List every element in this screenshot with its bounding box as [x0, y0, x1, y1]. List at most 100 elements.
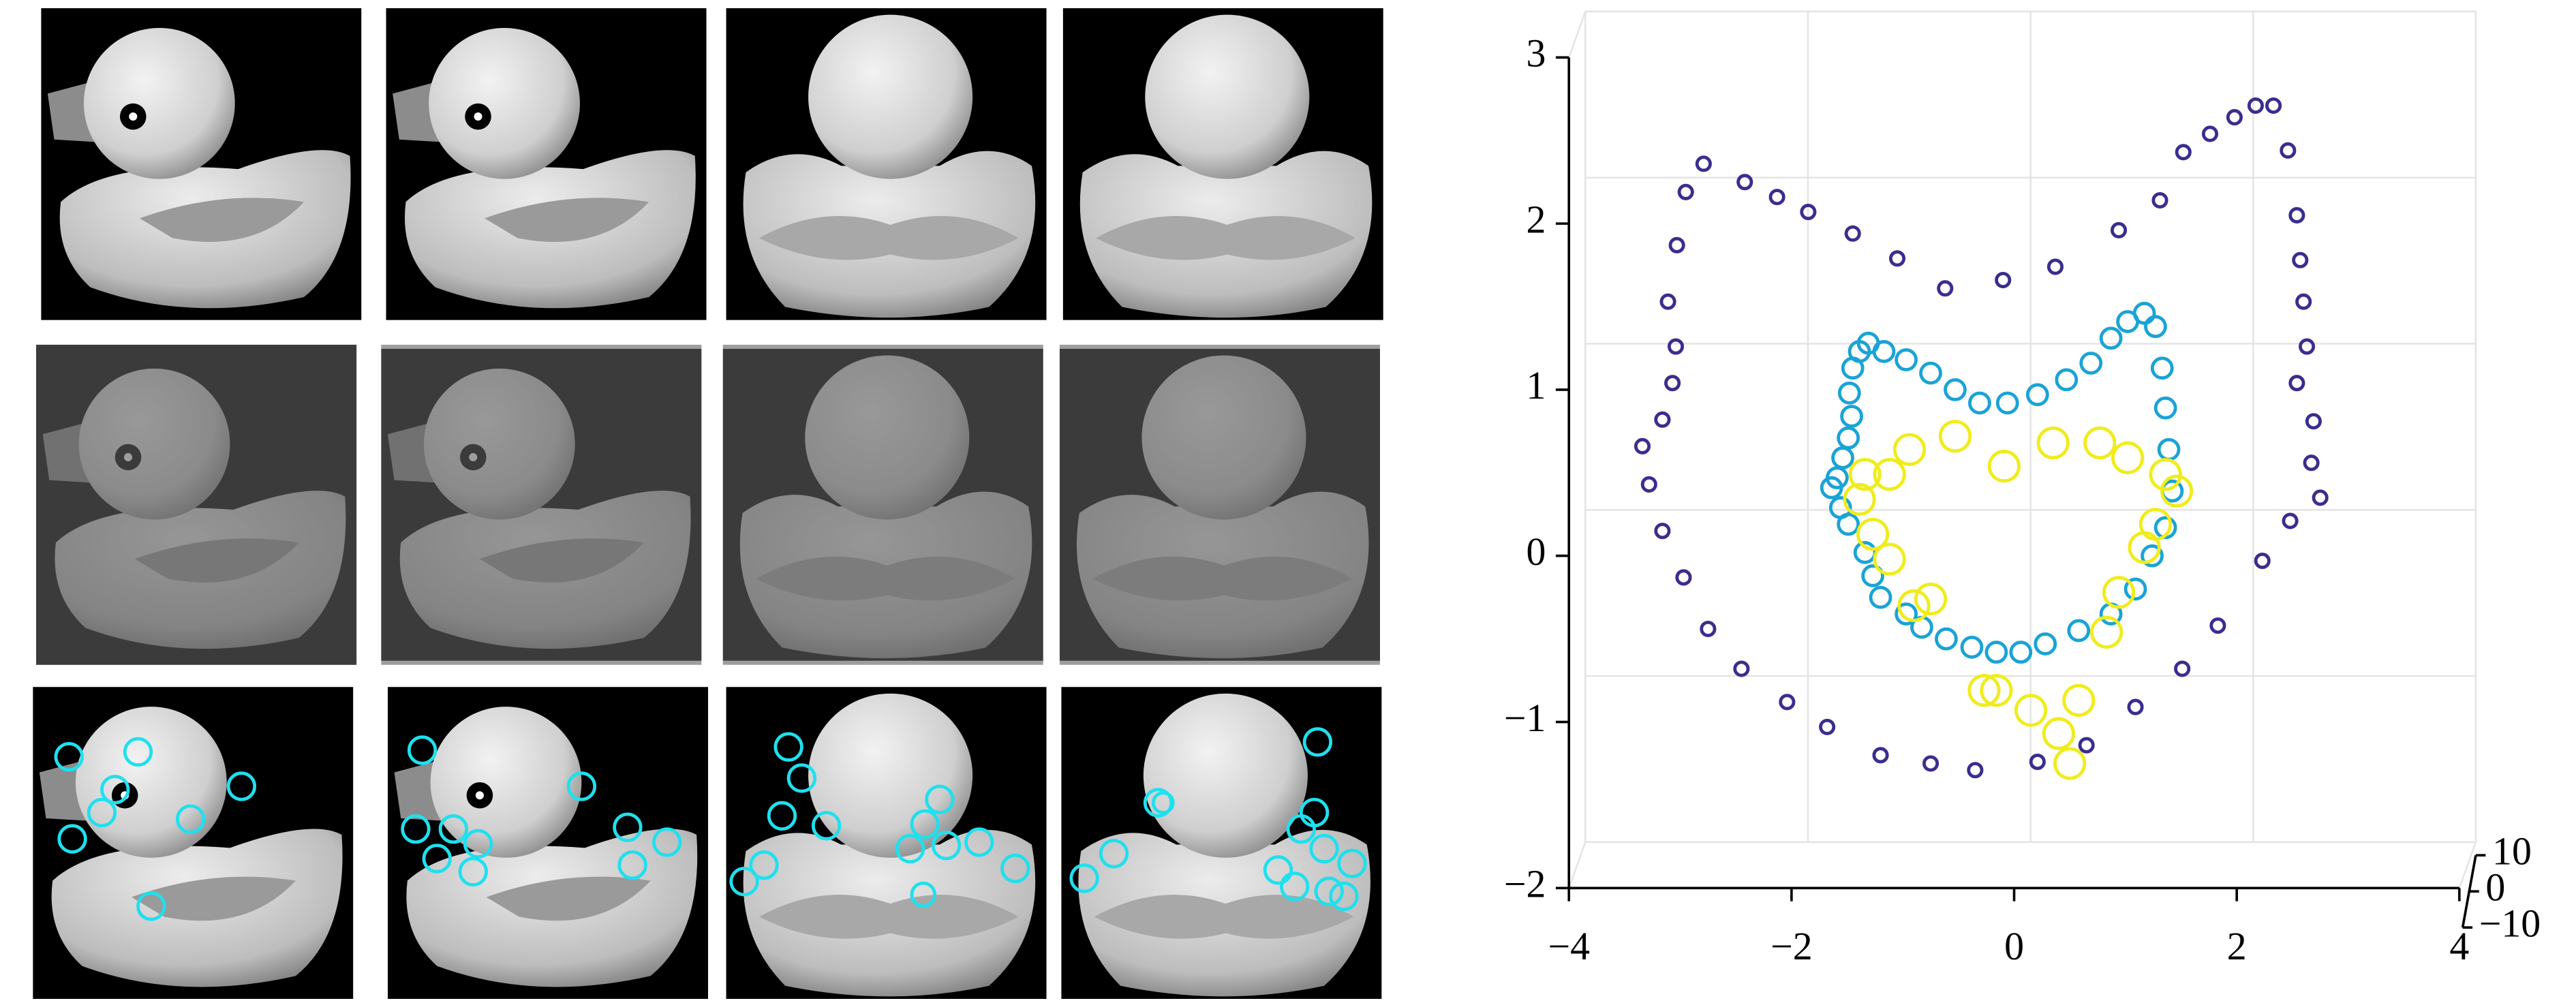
duck-image	[386, 8, 707, 320]
point	[2046, 258, 2064, 275]
point	[1922, 755, 1939, 772]
point	[1779, 694, 1796, 711]
duck-image	[726, 687, 1047, 999]
shade	[1059, 344, 1380, 665]
point	[2144, 315, 2167, 339]
point	[1844, 225, 1861, 242]
point	[1919, 361, 1942, 385]
point	[1837, 381, 1861, 405]
point	[1987, 449, 2021, 483]
point	[1677, 183, 1694, 200]
duck-image	[33, 687, 354, 999]
point	[2209, 617, 2226, 634]
point	[2149, 458, 2182, 491]
y-tick-label: 0	[1527, 529, 1546, 574]
shade	[722, 344, 1043, 665]
point	[2295, 293, 2312, 310]
point	[2062, 683, 2096, 717]
point	[1938, 420, 1972, 453]
point	[2151, 191, 2168, 209]
point	[1640, 476, 1657, 493]
z-tick-label: −10	[2479, 901, 2541, 945]
x-tick-label: 2	[2227, 924, 2247, 968]
point	[1668, 236, 1685, 253]
z-tick-label: 10	[2492, 829, 2532, 873]
point	[1995, 271, 2012, 289]
point	[1897, 589, 1931, 622]
box-edge	[1568, 11, 1586, 58]
duck-image	[387, 687, 709, 999]
point	[2111, 441, 2145, 474]
point	[2099, 326, 2123, 350]
point	[2305, 413, 2322, 430]
point	[1967, 674, 2001, 707]
point	[2067, 619, 2091, 643]
point	[1736, 174, 1753, 191]
point	[2299, 338, 2316, 355]
point	[2201, 125, 2219, 142]
point	[2078, 737, 2095, 754]
point	[1675, 569, 1692, 586]
x-tick-label: 0	[2004, 924, 2024, 968]
point	[2150, 356, 2174, 380]
point	[2254, 553, 2271, 570]
point	[2153, 396, 2177, 420]
point	[1768, 189, 1785, 206]
point	[1892, 433, 1927, 466]
point	[1960, 635, 1984, 659]
point	[1831, 446, 1854, 469]
point	[2127, 698, 2144, 715]
point	[2083, 426, 2117, 460]
point	[2265, 97, 2282, 114]
point	[1914, 583, 1948, 616]
point	[2034, 632, 2057, 655]
y-tick-label: −2	[1504, 862, 1546, 906]
point	[2226, 109, 2243, 126]
x-tick-label: −2	[1770, 924, 1813, 968]
point	[1873, 542, 1906, 576]
point	[1968, 391, 1991, 415]
duck-image	[726, 8, 1047, 320]
point	[1895, 602, 1918, 626]
point	[1848, 458, 1882, 491]
point	[1984, 641, 2008, 664]
y-tick-label: −1	[1504, 696, 1546, 740]
point	[2174, 660, 2191, 677]
z-tick-label: 0	[2485, 865, 2505, 909]
box-edge	[2458, 842, 2477, 889]
point	[2128, 531, 2161, 564]
y-tick-label: 3	[1527, 31, 1546, 76]
point	[2089, 615, 2123, 649]
point	[2160, 474, 2194, 508]
point	[1654, 523, 1671, 540]
point	[2141, 544, 2164, 568]
point	[1937, 280, 1954, 297]
point	[1828, 496, 1852, 519]
x-tick-label: 4	[2449, 924, 2469, 968]
point	[2014, 694, 2048, 727]
x-tick-label: −4	[1548, 924, 1590, 968]
point	[1800, 204, 1817, 221]
point	[1895, 348, 1918, 371]
point	[1843, 482, 1876, 516]
point	[1873, 458, 1906, 491]
point	[2303, 454, 2320, 472]
point	[1840, 405, 1863, 428]
point	[1654, 411, 1671, 428]
point	[1700, 620, 1717, 638]
shade	[36, 344, 357, 665]
point	[2029, 754, 2046, 771]
point	[1980, 674, 2013, 707]
point	[2288, 206, 2305, 223]
keypoints	[54, 727, 1367, 921]
point	[2292, 251, 2309, 268]
point	[1837, 426, 1860, 450]
point	[1856, 517, 1890, 551]
point	[1869, 585, 1892, 609]
point	[2042, 717, 2075, 750]
point	[1634, 437, 1651, 454]
point	[1733, 660, 1750, 677]
duck-image	[41, 8, 362, 320]
point	[1944, 378, 1967, 401]
